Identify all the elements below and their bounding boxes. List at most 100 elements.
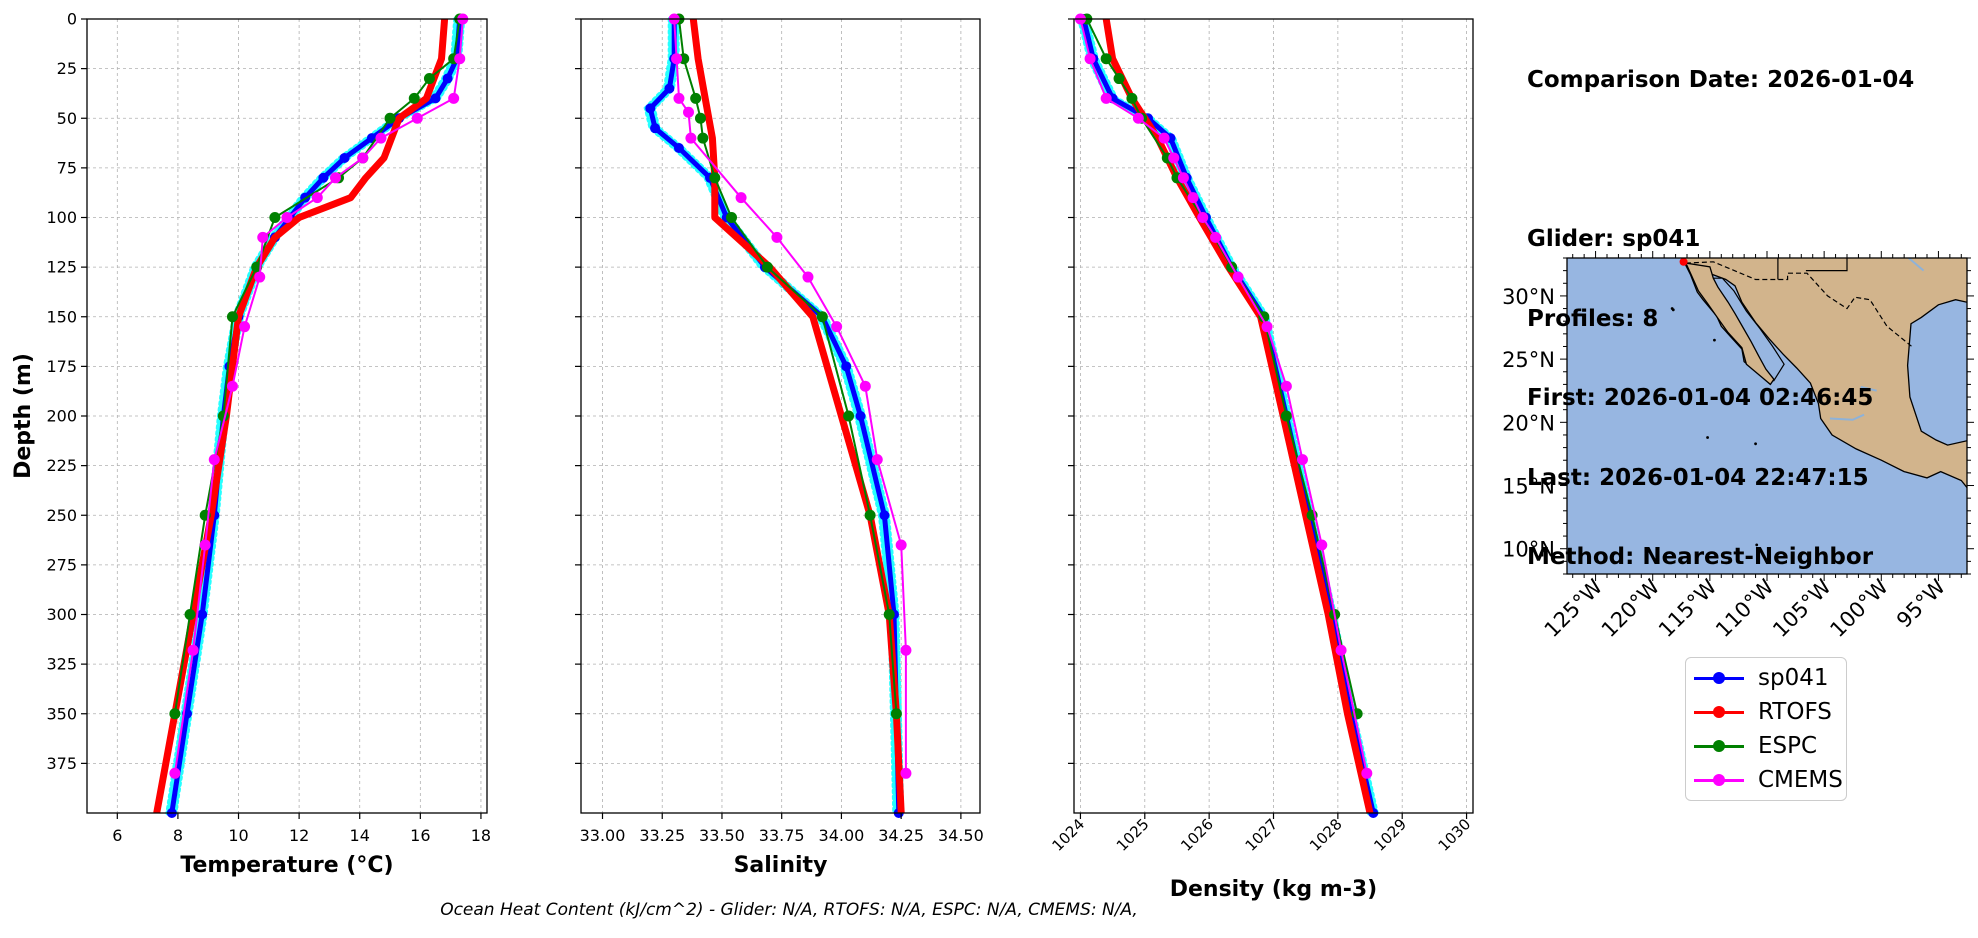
point-cmems <box>448 92 460 104</box>
glider-name: Glider: sp041 <box>1527 226 1701 252</box>
point-cmems <box>1261 321 1273 333</box>
point-espc <box>726 212 738 223</box>
x-tick-label: 33.75 <box>759 826 805 845</box>
point-cmems <box>1084 53 1096 65</box>
point-cmems <box>900 767 912 779</box>
legend-swatch-rtofs <box>1694 702 1744 722</box>
point-cmems <box>871 454 883 466</box>
point-espc <box>169 708 181 720</box>
x-tick-label: 34.50 <box>938 826 984 845</box>
point-cmems <box>735 192 747 204</box>
land-mainland <box>1683 258 1967 489</box>
point-cmems <box>239 321 251 333</box>
legend-item-rtofs: RTOFS <box>1694 697 1832 727</box>
x-tick-label: 33.50 <box>699 826 745 845</box>
x-tick-label: 33.00 <box>580 826 626 845</box>
y-tick-label: 100 <box>46 208 77 227</box>
point-espc <box>843 410 855 422</box>
point-sp041 <box>197 609 208 620</box>
x-axis-label: Density (kg m-3) <box>1170 877 1378 902</box>
point-cmems <box>329 172 341 184</box>
y-tick-label: 50 <box>57 109 77 128</box>
x-tick-label: 1028 <box>1306 815 1346 855</box>
x-tick-label: 1024 <box>1049 815 1089 855</box>
point-sp041 <box>664 83 675 94</box>
x-tick-label: 12 <box>289 826 309 845</box>
x-axis-label: Temperature (°C) <box>180 853 393 878</box>
point-espc <box>184 609 196 620</box>
profile-panel-temperature: 6 8 10 12 14 16 18 0 25 50 75 100 125 150 175 200 225 250… <box>11 10 491 879</box>
series-line-cmems <box>1079 18 1368 774</box>
point-espc <box>1280 410 1292 422</box>
point-espc <box>1100 53 1112 65</box>
point-cmems <box>411 112 423 124</box>
info-panel: Comparison Date: 2026-01-04 Glider: sp04… <box>1527 14 1914 624</box>
point-sp041 <box>855 411 866 421</box>
ocean-heat-content-note: Ocean Heat Content (kJ/cm^2) - Glider: N… <box>440 900 1138 920</box>
point-espc <box>1113 73 1125 85</box>
river <box>1860 385 1877 392</box>
point-espc <box>423 73 435 85</box>
profile-panel-salinity: 33.00 33.25 33.50 33.75 34.00 34.25 34.50 Salin… <box>575 13 984 878</box>
state-border <box>1805 258 1848 272</box>
point-sp041 <box>650 123 661 134</box>
point-cmems <box>685 132 697 144</box>
legend-label-espc: ESPC <box>1758 733 1818 759</box>
profile-panel-density: 1024 1025 1026 1027 1028 1029 1030 Density (kg … <box>1049 13 1474 902</box>
x-tick-label: 33.25 <box>639 826 685 845</box>
point-cmems <box>895 539 907 551</box>
point-cmems <box>1280 380 1292 392</box>
point-sp041 <box>430 93 441 104</box>
country-border <box>1685 261 1914 349</box>
point-cmems <box>199 539 211 551</box>
point-cmems <box>900 644 912 656</box>
point-cmems <box>1158 132 1170 144</box>
land-baja <box>1684 262 1775 386</box>
x-tick-label: 10 <box>228 826 248 845</box>
point-cmems <box>169 767 181 779</box>
point-cmems <box>802 271 814 283</box>
y-axis-label: Depth (m) <box>11 353 36 479</box>
point-cmems <box>1197 212 1209 223</box>
point-sp041 <box>442 73 453 84</box>
method: Method: Nearest-Neighbor <box>1527 544 1874 570</box>
point-cmems <box>311 192 323 204</box>
legend-swatch-espc <box>1694 736 1744 756</box>
point-cmems <box>831 321 843 333</box>
legend-swatch-sp041 <box>1694 668 1744 688</box>
x-tick-label: 8 <box>173 826 183 845</box>
point-espc <box>816 311 828 323</box>
point-sp041 <box>841 361 852 372</box>
x-tick-label: 14 <box>350 826 370 845</box>
point-espc <box>709 172 721 184</box>
y-tick-label: 25 <box>57 59 77 78</box>
y-tick-label: 350 <box>46 704 77 723</box>
x-tick-label: 1029 <box>1370 815 1410 855</box>
x-tick-label: 34.00 <box>819 826 865 845</box>
point-cmems <box>375 132 387 144</box>
point-espc <box>226 311 238 323</box>
point-cmems <box>1177 172 1189 184</box>
point-cmems <box>1168 152 1180 164</box>
point-cmems <box>254 271 266 283</box>
last-time: Last: 2026-01-04 22:47:15 <box>1527 464 1869 491</box>
point-sp041 <box>673 143 684 154</box>
map-lat-label: 30°N <box>1502 285 1555 309</box>
point-cmems <box>1100 92 1112 104</box>
x-tick-label: 16 <box>410 826 430 845</box>
legend: sp041 RTOFS ESPC CMEMS <box>1685 657 1847 801</box>
point-sp041 <box>339 152 350 163</box>
point-cmems <box>859 380 871 392</box>
point-cmems <box>771 231 783 243</box>
map-lat-label: 20°N <box>1502 411 1555 435</box>
point-cmems <box>1316 539 1328 551</box>
y-tick-label: 0 <box>67 10 77 29</box>
island <box>1671 308 1675 312</box>
legend-label-cmems: CMEMS <box>1758 767 1843 793</box>
x-tick-label: 1027 <box>1242 815 1282 855</box>
y-tick-label: 275 <box>46 555 77 574</box>
island <box>1755 543 1759 547</box>
x-tick-label: 1026 <box>1177 815 1217 855</box>
x-axis-label: Salinity <box>734 853 828 878</box>
glider-location-marker <box>1679 258 1688 266</box>
